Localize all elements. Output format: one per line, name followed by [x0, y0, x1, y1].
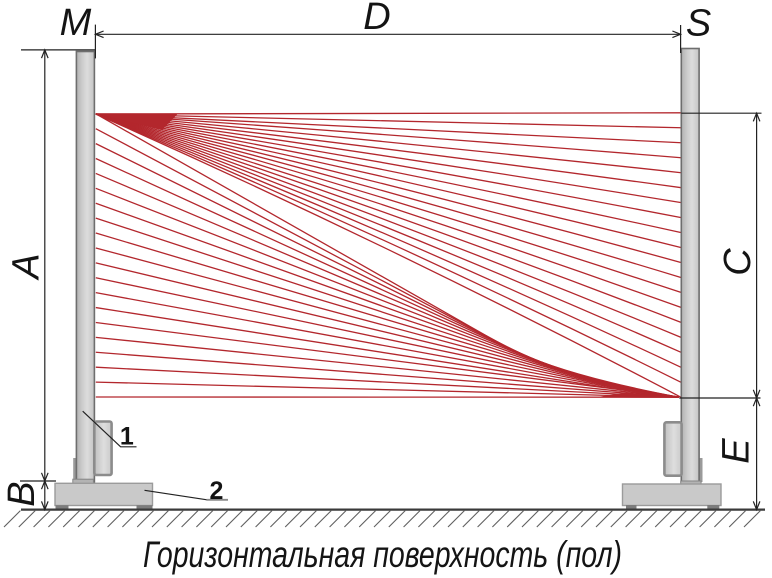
svg-text:1: 1 [120, 423, 134, 451]
svg-text:S: S [686, 3, 711, 45]
svg-text:2: 2 [210, 477, 224, 505]
svg-text:C: C [717, 248, 759, 276]
svg-text:E: E [716, 438, 758, 464]
svg-text:Горизонтальная поверхность (по: Горизонтальная поверхность (пол) [143, 534, 622, 575]
svg-text:A: A [6, 253, 48, 280]
svg-text:B: B [1, 481, 43, 506]
svg-text:M: M [60, 2, 92, 44]
svg-text:D: D [363, 0, 390, 38]
